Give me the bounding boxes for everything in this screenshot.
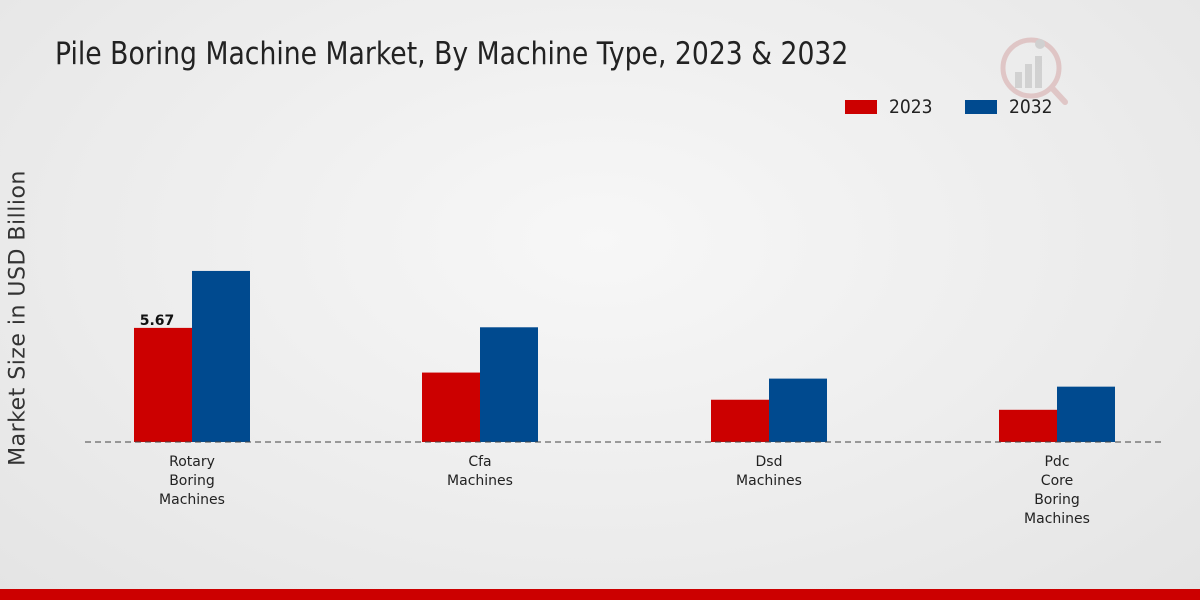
bar-dsd-machines-2023	[711, 399, 769, 442]
chart-title: Pile Boring Machine Market, By Machine T…	[55, 36, 849, 72]
x-tick-label-rotary-boring-machines: Rotary Boring Machines	[159, 454, 225, 508]
legend-label-2023: 2023	[889, 96, 933, 118]
category-labels-group: Rotary Boring Machines Cfa Machines Dsd Machin…	[159, 454, 1090, 527]
bar-rotary-boring-machines-2023	[134, 327, 192, 442]
bar-dsd-machines-2032	[769, 378, 827, 442]
bar-cfa-machines-2023	[422, 372, 480, 442]
bottom-accent-bar	[0, 589, 1200, 600]
bar-pdc-core-boring-machines-2023	[999, 409, 1057, 442]
bar-cfa-machines-2032	[480, 327, 538, 442]
bar-rotary-boring-machines-2032	[192, 270, 250, 442]
legend-swatch-2023	[845, 100, 877, 114]
bars-group	[134, 270, 1115, 442]
legend-item-2032: 2032	[965, 96, 1057, 118]
data-label-rotary-boring-machines-2023: 5.67	[140, 313, 175, 329]
brand-logo-icon	[1000, 37, 1068, 105]
legend-swatch-2032	[965, 100, 997, 114]
legend-item-2023: 2023	[845, 96, 937, 118]
x-tick-label-pdc-core-boring-machines: Pdc Core Boring Machines	[1024, 454, 1090, 527]
x-tick-label-dsd-machines: Dsd Machines	[736, 454, 802, 489]
legend-label-2032: 2032	[1009, 96, 1053, 118]
value-labels-group: 5.67	[140, 313, 175, 329]
bar-pdc-core-boring-machines-2032	[1057, 386, 1115, 442]
x-tick-label-cfa-machines: Cfa Machines	[447, 454, 513, 489]
